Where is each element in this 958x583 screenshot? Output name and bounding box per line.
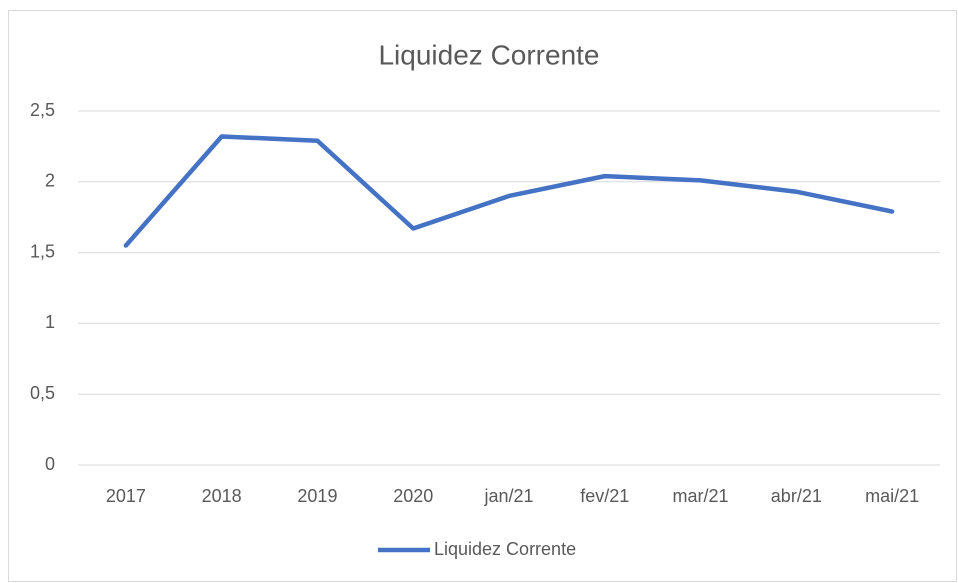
y-tick-label: 1,5 — [30, 241, 55, 261]
y-tick-label: 2 — [45, 171, 55, 191]
x-tick-label: 2019 — [297, 486, 337, 506]
data-line — [123, 134, 895, 248]
y-tick-label: 1 — [45, 312, 55, 332]
chart-border — [8, 10, 957, 582]
x-tick-label: 2020 — [393, 486, 433, 506]
legend-label: Liquidez Corrente — [434, 539, 576, 559]
x-tick-label: 2017 — [106, 486, 146, 506]
y-tick-label: 0 — [45, 454, 55, 474]
x-tick-label: jan/21 — [483, 486, 533, 506]
x-tick-label: mar/21 — [673, 486, 729, 506]
x-tick-label: mai/21 — [865, 486, 919, 506]
x-tick-label: 2018 — [202, 486, 242, 506]
y-tick-label: 2,5 — [30, 100, 55, 120]
chart-title: Liquidez Corrente — [378, 39, 599, 70]
x-tick-label: abr/21 — [771, 486, 822, 506]
x-tick-label: fev/21 — [580, 486, 629, 506]
y-tick-label: 0,5 — [30, 383, 55, 403]
